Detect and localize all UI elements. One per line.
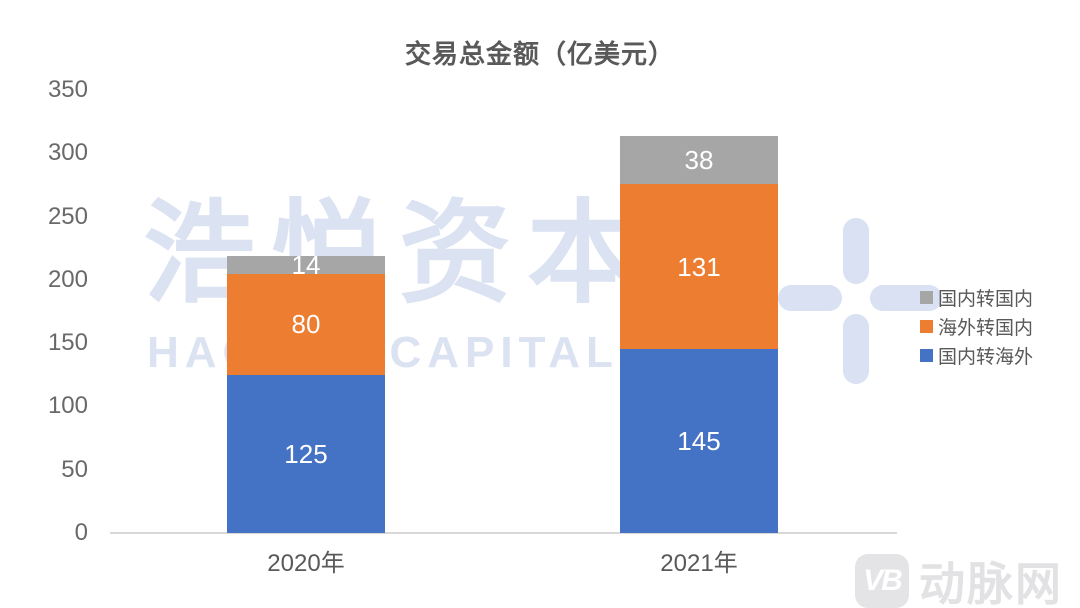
bar-segment-海外转国内[interactable] (620, 183, 778, 350)
plus-arm-bottom (843, 314, 869, 384)
legend-swatch-icon (920, 291, 933, 304)
legend-item[interactable]: 海外转国内 (920, 312, 1033, 341)
bar-value-label: 14 (291, 249, 321, 280)
bar-value-label: 131 (677, 251, 721, 282)
y-axis-tick-label: 200 (47, 265, 88, 293)
watermark-cjk-text: 浩悦资本 (143, 191, 655, 316)
x-axis-category-label: 2020年 (267, 550, 345, 577)
bar-segment-国内转国内[interactable] (227, 255, 385, 274)
bar-segment-海外转国内[interactable] (227, 273, 385, 375)
y-axis-tick-label: 300 (47, 139, 88, 167)
legend-item[interactable]: 国内转海外 (920, 341, 1033, 370)
vbdata-logo: VB 动脉网 (855, 548, 1063, 608)
site-name: 动脉网 (919, 558, 1063, 608)
x-axis-line (110, 532, 897, 534)
bar-segment-国内转海外[interactable] (620, 349, 778, 533)
plus-icon (778, 218, 942, 390)
x-axis-category-label: 2021年 (660, 550, 738, 577)
vb-badge-icon: VB (855, 554, 909, 608)
legend-label: 海外转国内 (938, 318, 1034, 339)
legend: 国内转国内海外转国内国内转海外 (920, 283, 1033, 370)
y-axis-tick-label: 150 (47, 329, 88, 357)
legend-label: 国内转海外 (938, 347, 1034, 368)
legend-swatch-icon (920, 349, 933, 362)
bar-segment-国内转海外[interactable] (227, 374, 385, 533)
plus-arm-top (843, 218, 869, 284)
bar-value-label: 145 (677, 426, 721, 457)
y-axis-tick-label: 50 (61, 455, 88, 483)
bar-value-label: 125 (284, 438, 328, 469)
y-axis-tick-label: 100 (47, 392, 88, 420)
legend-swatch-icon (920, 320, 933, 333)
plus-arm-left (778, 285, 842, 311)
bar-value-label: 80 (291, 309, 321, 340)
chart-title: 交易总金额（亿美元） (404, 39, 675, 69)
bar-value-label: 38 (684, 144, 714, 175)
legend-label: 国内转国内 (938, 289, 1034, 310)
y-axis-tick-label: 0 (74, 519, 88, 546)
y-axis-tick-label: 250 (47, 202, 88, 230)
legend-item[interactable]: 国内转国内 (920, 283, 1033, 312)
y-axis-tick-label: 350 (47, 76, 88, 103)
bar-segment-国内转国内[interactable] (620, 135, 778, 184)
